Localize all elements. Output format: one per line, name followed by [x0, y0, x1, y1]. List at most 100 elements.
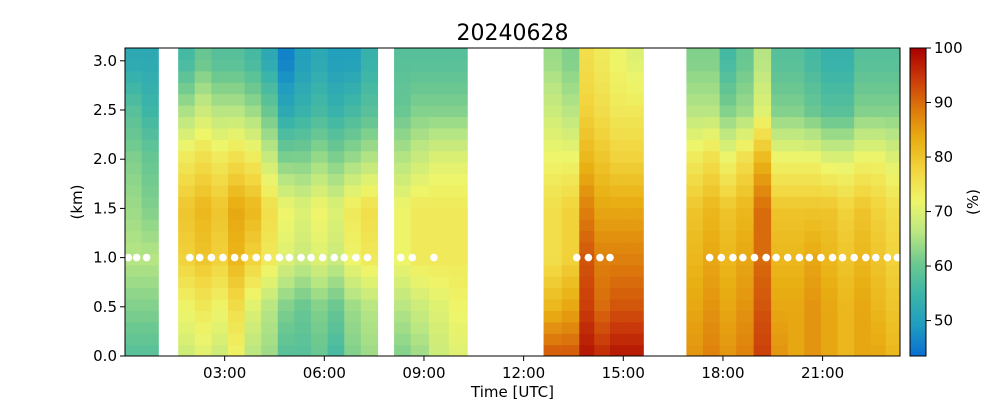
heatmap-cell: [686, 241, 704, 254]
heatmap-cell: [686, 230, 704, 243]
heatmap-cell: [410, 59, 430, 72]
heatmap-cell: [428, 82, 450, 95]
heatmap-cell: [837, 82, 855, 95]
heatmap-cell: [885, 162, 900, 175]
heatmap-cell: [854, 196, 872, 209]
heatmap-cell: [141, 219, 159, 232]
heatmap-cell: [125, 333, 143, 346]
heatmap-cell: [311, 333, 329, 346]
marker-dot: [893, 253, 900, 262]
heatmap-cell: [610, 196, 628, 209]
heatmap-cell: [719, 298, 737, 311]
heatmap-cell: [885, 241, 900, 254]
heatmap-cell: [753, 93, 772, 106]
heatmap-cell: [227, 59, 246, 72]
heatmap-cell: [787, 70, 805, 83]
heatmap-cell: [294, 105, 312, 118]
heatmap-cell: [804, 219, 822, 232]
heatmap-cell: [410, 321, 430, 334]
heatmap-cell: [837, 116, 855, 129]
heatmap-cell: [837, 59, 855, 72]
heatmap-cell: [227, 150, 246, 163]
heatmap-cell: [360, 139, 379, 152]
heatmap-cell: [703, 264, 721, 277]
heatmap-cell: [771, 344, 789, 356]
heatmap-cell: [410, 333, 430, 346]
heatmap-cell: [178, 196, 196, 209]
heatmap-cell: [428, 150, 450, 163]
heatmap-cell: [428, 219, 450, 232]
heatmap-cell: [141, 287, 159, 300]
heatmap-cell: [125, 298, 143, 311]
heatmap-cell: [543, 116, 563, 129]
heatmap-cell: [594, 139, 611, 152]
heatmap-cell: [327, 207, 345, 220]
heatmap-cell: [344, 219, 362, 232]
heatmap-cell: [703, 184, 721, 197]
heatmap-cell: [311, 116, 329, 129]
heatmap-cell: [294, 116, 312, 129]
heatmap-cell: [327, 344, 345, 356]
heatmap-cell: [594, 298, 611, 311]
heatmap-cell: [227, 333, 246, 346]
heatmap-cell: [294, 298, 312, 311]
heatmap-cell: [837, 162, 855, 175]
heatmap-cell: [543, 287, 563, 300]
marker-dot: [795, 253, 804, 262]
heatmap-cell: [141, 241, 159, 254]
heatmap-cell: [703, 196, 721, 209]
heatmap-cell: [736, 162, 755, 175]
heatmap-column: [194, 48, 212, 356]
heatmap-cell: [448, 93, 468, 106]
heatmap-cell: [277, 276, 296, 289]
heatmap-cell: [837, 321, 855, 334]
heatmap-cell: [719, 105, 737, 118]
heatmap-column: [626, 48, 644, 356]
heatmap-cell: [428, 241, 450, 254]
heatmap-cell: [771, 59, 789, 72]
heatmap-cell: [820, 127, 839, 140]
heatmap-cell: [211, 70, 229, 83]
heatmap-column: [294, 48, 312, 356]
plot-frame: [124, 47, 901, 357]
heatmap-cell: [244, 310, 262, 323]
heatmap-cell: [561, 276, 580, 289]
heatmap-cell: [261, 298, 279, 311]
heatmap-cell: [870, 207, 887, 220]
heatmap-cell: [227, 287, 246, 300]
heatmap-cell: [885, 184, 900, 197]
heatmap-column: [428, 48, 450, 356]
heatmap-column: [703, 48, 721, 356]
heatmap-cell: [141, 173, 159, 186]
heatmap-cell: [141, 127, 159, 140]
heatmap-cell: [327, 48, 345, 61]
heatmap-cell: [244, 150, 262, 163]
heatmap-cell: [244, 70, 262, 83]
heatmap-cell: [686, 196, 704, 209]
heatmap-cell: [261, 344, 279, 356]
heatmap-cell: [771, 150, 789, 163]
heatmap-cell: [885, 310, 900, 323]
heatmap-cell: [227, 173, 246, 186]
heatmap-cell: [141, 310, 159, 323]
heatmap-column: [277, 48, 296, 356]
heatmap-cell: [837, 196, 855, 209]
heatmap-cell: [885, 219, 900, 232]
heatmap-cell: [686, 127, 704, 140]
heatmap-cell: [820, 344, 839, 356]
heatmap-cell: [211, 116, 229, 129]
heatmap-cell: [311, 298, 329, 311]
heatmap-cell: [178, 116, 196, 129]
heatmap-cell: [753, 127, 772, 140]
heatmap-cell: [277, 321, 296, 334]
heatmap-cell: [719, 230, 737, 243]
heatmap-cell: [753, 173, 772, 186]
marker-dot: [207, 253, 216, 262]
heatmap-cell: [125, 241, 143, 254]
x-tick-label: 06:00: [303, 364, 346, 382]
heatmap-cell: [428, 48, 450, 61]
heatmap-cell: [686, 184, 704, 197]
heatmap-cell: [394, 298, 412, 311]
heatmap-cell: [686, 253, 704, 266]
